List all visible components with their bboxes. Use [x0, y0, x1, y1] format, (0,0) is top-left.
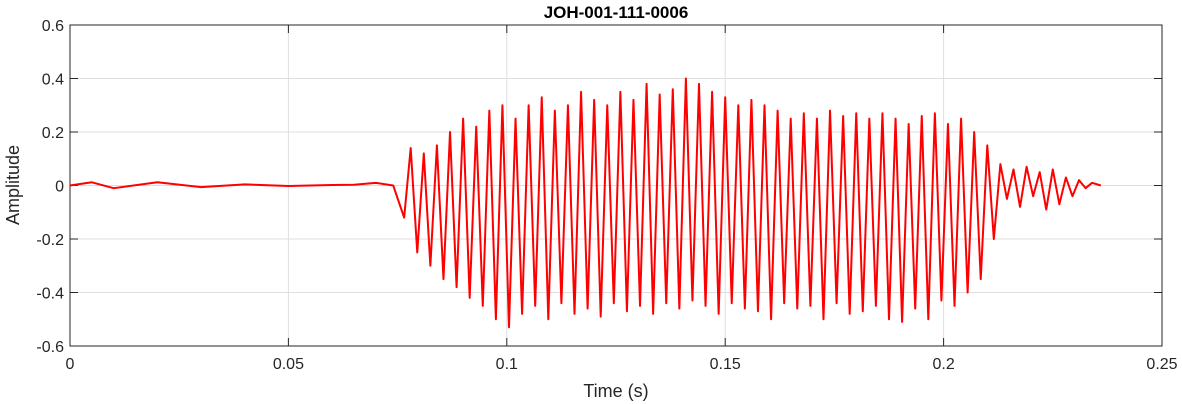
x-tick-label: 0.2 — [932, 356, 954, 373]
x-tick-label: 0.25 — [1146, 356, 1177, 373]
y-tick-label: -0.4 — [36, 286, 64, 303]
y-tick-label: -0.6 — [36, 339, 64, 356]
x-tick-label: 0.15 — [710, 356, 741, 373]
y-tick-label: 0.2 — [42, 125, 64, 142]
x-tick-label: 0.1 — [496, 356, 518, 373]
y-tick-label: 0.4 — [42, 72, 64, 89]
x-tick-label: 0.05 — [273, 356, 304, 373]
x-axis: 0 0.05 0.1 0.15 0.2 0.25 — [66, 25, 1178, 373]
series-layer — [69, 77, 1102, 329]
x-tick-label: 0 — [66, 356, 75, 373]
y-tick-label: -0.2 — [36, 232, 64, 249]
chart-title: JOH-001-111-0006 — [544, 3, 689, 22]
y-tick-label: 0 — [55, 179, 64, 196]
series-line-amplitude — [69, 77, 1102, 329]
y-tick-label: 0.6 — [42, 18, 64, 35]
y-axis-label: Amplitude — [3, 145, 23, 225]
y-axis: -0.6 -0.4 -0.2 0 0.2 0.4 0.6 — [36, 18, 1162, 356]
x-axis-label: Time (s) — [583, 381, 648, 401]
